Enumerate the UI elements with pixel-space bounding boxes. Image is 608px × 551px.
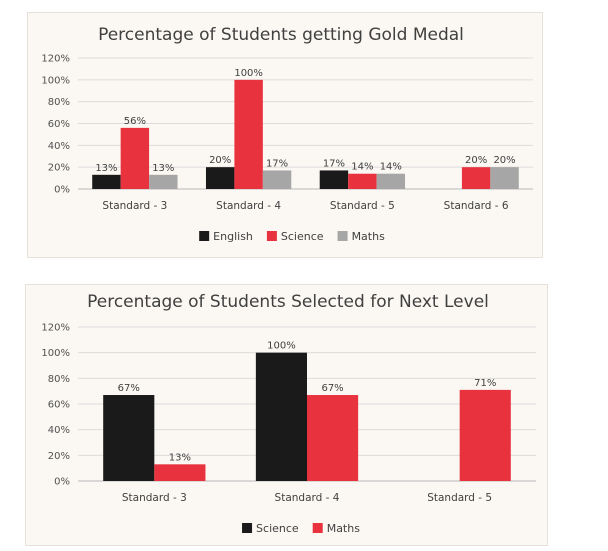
bar-maths-standard-6	[490, 167, 519, 189]
bar-maths-standard-3	[154, 464, 206, 481]
category-label: Standard - 3	[102, 200, 167, 212]
data-label-science-standard-4: 100%	[234, 68, 263, 79]
bar-maths-standard-5	[459, 389, 511, 481]
category-label: Standard - 4	[275, 492, 340, 504]
y-tick-label: 0%	[54, 185, 70, 196]
legend-swatch-english	[199, 231, 210, 241]
data-label-science-standard-5: 14%	[351, 162, 373, 173]
y-tick-label: 100%	[41, 75, 70, 86]
data-label-maths-standard-6: 20%	[493, 155, 515, 166]
y-tick-label: 120%	[41, 323, 70, 334]
legend-swatch-science	[242, 523, 253, 533]
category-label: Standard - 3	[122, 492, 187, 504]
next-level-chart-panel: Percentage of Students Selected for Next…	[25, 284, 548, 546]
y-tick-label: 0%	[54, 477, 70, 488]
bar-maths-standard-4	[307, 395, 359, 481]
bar-maths-standard-3	[149, 174, 178, 189]
gold-medal-chart-panel: Percentage of Students getting Gold Meda…	[27, 12, 543, 258]
data-label-maths-standard-4: 67%	[321, 383, 343, 394]
legend-label-maths: Maths	[327, 522, 361, 535]
y-tick-label: 60%	[48, 119, 70, 130]
bar-science-standard-3	[120, 127, 150, 189]
bar-science-standard-4	[234, 79, 263, 189]
bar-science-standard-5	[348, 173, 377, 189]
bar-maths-standard-5	[376, 173, 406, 189]
legend-label-science: Science	[281, 230, 324, 243]
y-tick-label: 80%	[48, 97, 70, 108]
legend-swatch-maths	[337, 231, 348, 241]
bar-english-standard-3	[92, 174, 121, 189]
data-label-maths-standard-5: 71%	[474, 378, 496, 389]
data-label-english-standard-4: 20%	[209, 155, 231, 166]
bar-science-standard-4	[255, 352, 307, 481]
y-tick-label: 40%	[48, 425, 70, 436]
data-label-english-standard-5: 17%	[323, 158, 345, 169]
legend-label-science: Science	[256, 522, 299, 535]
y-tick-label: 40%	[48, 141, 70, 152]
y-tick-label: 60%	[48, 400, 70, 411]
category-label: Standard - 5	[330, 200, 395, 212]
data-label-science-standard-6: 20%	[465, 155, 487, 166]
bar-maths-standard-4	[262, 170, 292, 189]
chart-title: Percentage of Students Selected for Next…	[87, 292, 489, 312]
data-label-science-standard-4: 100%	[267, 341, 296, 352]
legend-swatch-maths	[312, 523, 323, 533]
y-tick-label: 80%	[48, 374, 70, 385]
bar-english-standard-4	[205, 167, 235, 189]
y-tick-label: 20%	[48, 451, 70, 462]
y-tick-label: 120%	[41, 54, 70, 65]
gold-medal-chart: Percentage of Students getting Gold Meda…	[41, 25, 533, 243]
legend-swatch-science	[266, 231, 277, 241]
legend-label-english: English	[213, 230, 253, 243]
category-label: Standard - 4	[216, 200, 281, 212]
legend-label-maths: Maths	[352, 230, 386, 243]
bar-english-standard-5	[319, 170, 349, 189]
chart-title: Percentage of Students getting Gold Meda…	[98, 25, 464, 45]
bar-science-standard-3	[103, 395, 155, 481]
data-label-science-standard-3: 56%	[124, 116, 146, 127]
y-tick-label: 100%	[41, 348, 70, 359]
data-label-maths-standard-3: 13%	[152, 163, 174, 174]
category-label: Standard - 5	[427, 492, 492, 504]
data-label-maths-standard-3: 13%	[169, 452, 191, 463]
data-label-science-standard-3: 67%	[118, 383, 140, 394]
data-label-maths-standard-5: 14%	[380, 162, 402, 173]
next-level-chart: Percentage of Students Selected for Next…	[41, 292, 536, 535]
data-label-english-standard-3: 13%	[95, 163, 117, 174]
legend: Science Maths	[242, 522, 360, 535]
data-label-maths-standard-4: 17%	[266, 158, 288, 169]
y-tick-label: 20%	[48, 163, 70, 174]
category-label: Standard - 6	[444, 200, 509, 212]
bar-science-standard-6	[461, 167, 491, 189]
legend: English Science Maths	[199, 230, 385, 243]
